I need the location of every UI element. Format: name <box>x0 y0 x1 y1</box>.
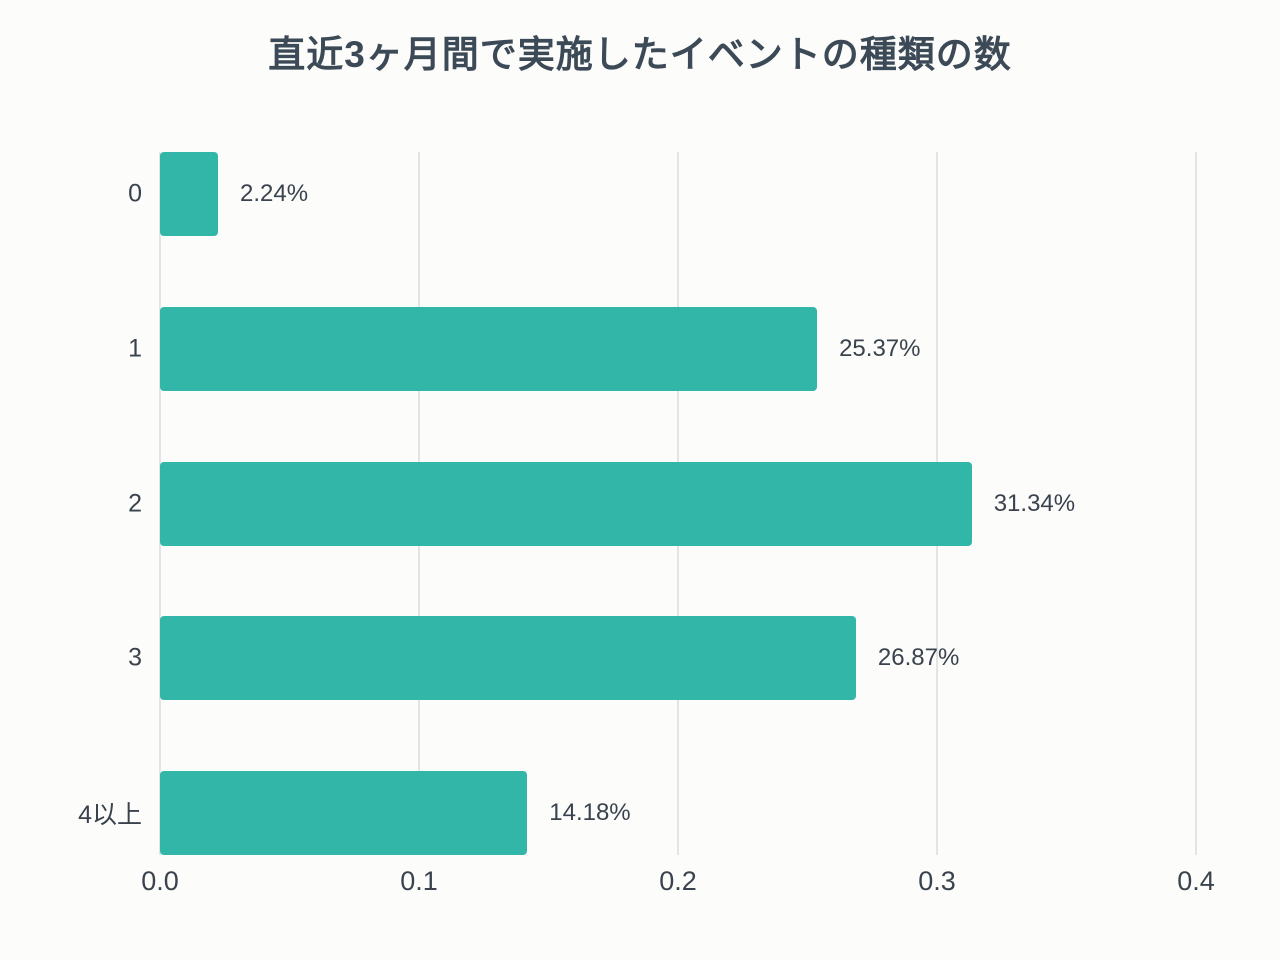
x-tick-label: 0.0 <box>141 866 179 896</box>
x-tick-label: 0.3 <box>918 866 956 896</box>
plot-area: 0 2.24% 1 25.37% 2 31.34% 3 26.87% 4以上 14.18% <box>78 152 1197 855</box>
category-label: 3 <box>128 643 142 672</box>
category-label: 4以上 <box>78 801 142 829</box>
gridline <box>1195 152 1197 855</box>
value-label: 14.18% <box>549 799 631 826</box>
bar <box>160 616 856 701</box>
bar-row: 0 2.24% <box>128 152 1196 236</box>
bar <box>160 306 818 391</box>
value-label: 2.24% <box>240 180 309 207</box>
x-tick-label: 0.4 <box>1177 866 1215 896</box>
category-label: 1 <box>128 334 142 363</box>
x-axis: 0.0 0.1 0.2 0.3 0.4 <box>141 866 1215 906</box>
chart-title: 直近3ヶ月間で実施したイベントの種類の数 <box>268 34 1012 75</box>
category-label: 2 <box>128 489 142 517</box>
bar <box>160 771 528 855</box>
bar-row: 3 26.87% <box>128 616 1196 701</box>
x-tick-label: 0.2 <box>659 866 697 896</box>
value-label: 26.87% <box>877 644 960 672</box>
category-label: 0 <box>128 179 142 208</box>
bar-row: 1 25.37% <box>128 306 1196 391</box>
x-tick-label: 0.1 <box>400 866 438 896</box>
value-label: 25.37% <box>839 334 921 362</box>
bar <box>160 461 972 546</box>
bar <box>160 152 219 236</box>
bar-rows: 0 2.24% 1 25.37% 2 31.34% 3 26.87% 4以上 14.18% <box>78 152 1196 855</box>
bar-row: 2 31.34% <box>128 461 1196 546</box>
bar-row: 4以上 14.18% <box>78 771 1196 855</box>
value-label: 31.34% <box>993 489 1076 517</box>
